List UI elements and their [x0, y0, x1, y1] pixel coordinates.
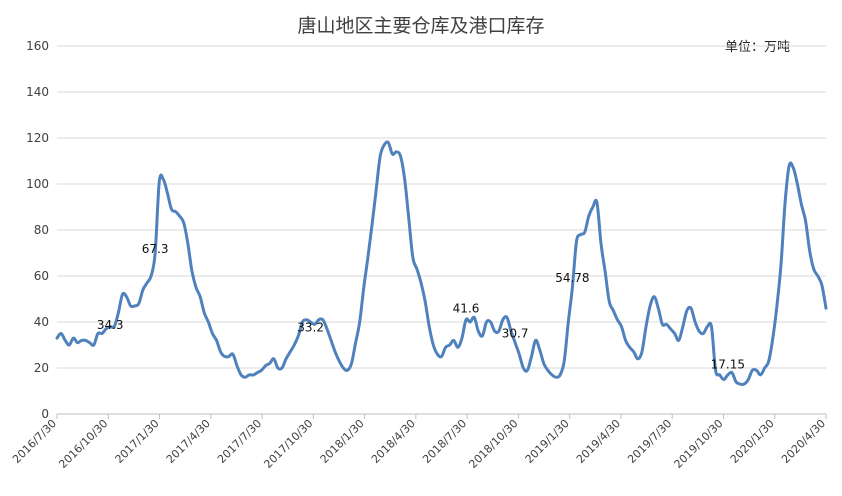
axes	[56, 413, 827, 419]
data-label: 54.78	[555, 271, 589, 285]
data-label: 30.7	[502, 326, 529, 340]
data-label: 67.3	[142, 242, 169, 256]
x-tick-label: 2019/7/30	[625, 417, 674, 466]
x-tick-label: 2016/7/30	[10, 417, 59, 466]
x-tick-label: 2017/7/30	[215, 417, 264, 466]
y-tick-label: 160	[26, 39, 49, 53]
y-tick-label: 0	[41, 407, 49, 421]
x-tick-label: 2018/1/30	[318, 417, 367, 466]
y-tick-label: 140	[26, 85, 49, 99]
data-labels: 34.3 67.3 33.2 41.6 30.7 54.78 17.15	[97, 242, 745, 371]
x-tick-label: 2018/7/30	[420, 417, 469, 466]
y-tick-label: 80	[34, 223, 49, 237]
chart-title: 唐山地区主要仓库及港口库存	[297, 15, 544, 37]
x-tick-label: 2019/4/30	[574, 417, 623, 466]
y-tick-label: 100	[26, 177, 49, 191]
x-tick-label: 2019/1/30	[523, 417, 572, 466]
x-tick-label: 2017/10/30	[261, 417, 315, 471]
data-label: 17.15	[711, 358, 745, 372]
x-tick-label: 2017/4/30	[164, 417, 213, 466]
x-tick-label: 2018/10/30	[466, 417, 520, 471]
x-tick-label: 2020/4/30	[779, 417, 828, 466]
x-tick-label: 2020/1/30	[728, 417, 777, 466]
series-line	[55, 140, 828, 387]
x-tick-label: 2016/10/30	[56, 417, 110, 471]
x-tick-label: 2018/4/30	[369, 417, 418, 466]
x-tick-label: 2019/10/30	[672, 417, 726, 471]
unit-label: 单位：万吨	[725, 40, 790, 55]
y-tick-label: 40	[34, 315, 49, 329]
data-label: 33.2	[297, 321, 324, 335]
data-label: 34.3	[97, 318, 124, 332]
series-layer	[55, 140, 828, 387]
gridlines	[57, 45, 826, 369]
data-label: 41.6	[453, 301, 480, 315]
y-tick-label: 60	[34, 269, 49, 283]
x-tick-label: 2017/1/30	[113, 417, 162, 466]
y-tick-label: 20	[34, 361, 49, 375]
y-tick-label: 120	[26, 131, 49, 145]
y-tick-labels: 0 20 40 60 80 100 120 140 160	[26, 39, 49, 421]
